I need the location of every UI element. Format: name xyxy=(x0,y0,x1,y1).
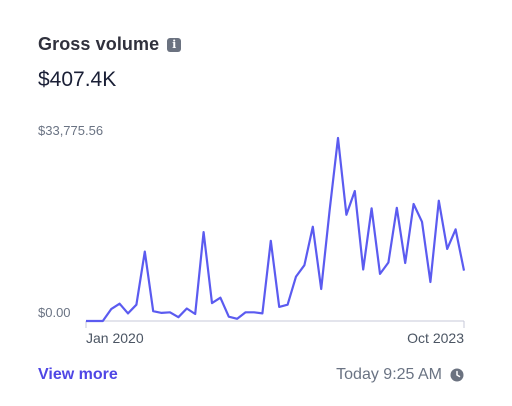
info-icon[interactable]: i xyxy=(167,37,182,52)
view-more-link[interactable]: View more xyxy=(38,366,118,383)
line-chart: $33,775.56 $0.00 Jan 2020 Oct 2023 xyxy=(38,123,466,346)
card-title: Gross volume xyxy=(38,34,160,54)
x-tick-label-start: Jan 2020 xyxy=(86,330,144,346)
timestamp-row: Today 9:25 AM xyxy=(336,366,464,384)
timestamp: Today 9:25 AM xyxy=(336,366,442,383)
series-line xyxy=(86,136,466,323)
title-row: Gross volume i xyxy=(38,34,182,55)
y-tick-label-max: $33,775.56 xyxy=(38,123,103,138)
series-group xyxy=(85,136,466,323)
y-tick-label-min: $0.00 xyxy=(38,305,71,320)
clock-icon xyxy=(450,368,464,382)
x-tick-label-end: Oct 2023 xyxy=(407,330,464,346)
total-value: $407.4K xyxy=(38,68,117,91)
